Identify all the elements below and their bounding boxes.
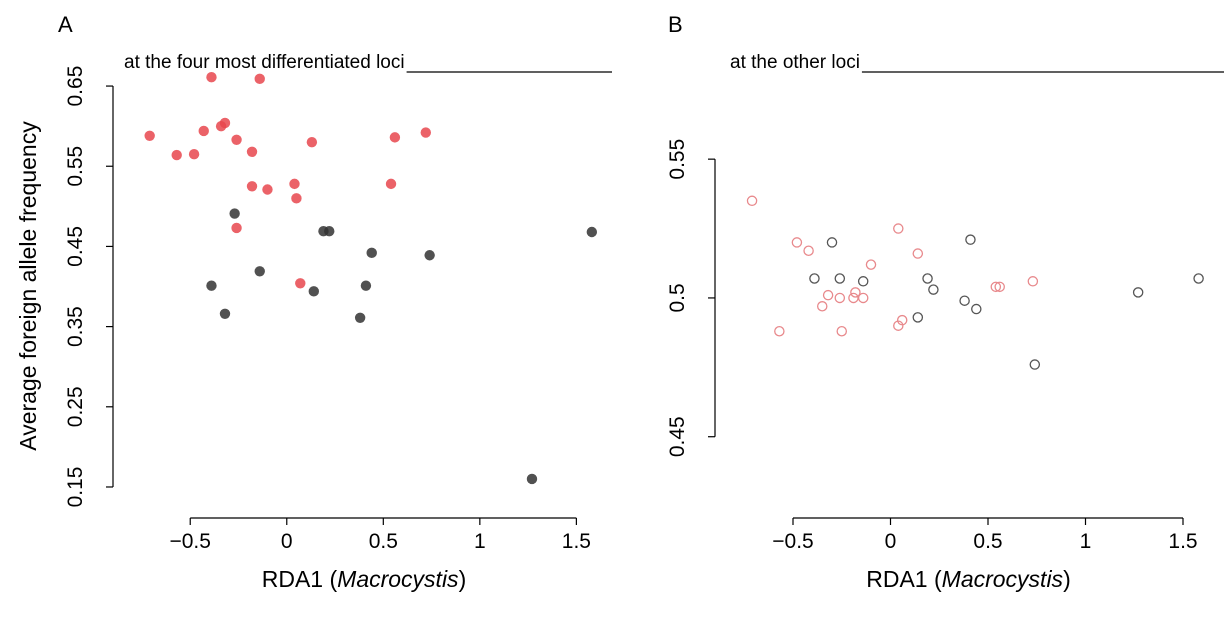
- panel-a-point: [385, 178, 397, 190]
- panel-b-point: [774, 325, 785, 337]
- panel-a-y-tick-label: 0.55: [64, 146, 87, 187]
- panel-a-y-tick-label: 0.45: [64, 226, 87, 267]
- panel-b-point: [817, 301, 828, 312]
- panel-a-x-axis-title-text: RDA1 (: [262, 566, 338, 592]
- panel-a-point: [295, 278, 306, 289]
- panel-a-point: [254, 266, 265, 277]
- panel-a-y-tick-label: 0.15: [64, 467, 87, 508]
- panel-a-y-tick-label: 0.65: [64, 66, 87, 107]
- panel-b-point: [746, 195, 758, 207]
- panel-b-x-tick-label: 0.5: [973, 530, 1002, 553]
- panel-a-point: [206, 72, 217, 83]
- panel-b-point: [834, 292, 846, 304]
- panel-a-point: [289, 178, 300, 190]
- panel-b-point: [912, 312, 924, 323]
- panel-b-point: [834, 273, 846, 284]
- panel-a-y-tick-label: 0.25: [64, 386, 87, 427]
- panel-b-point: [803, 245, 814, 257]
- panel-a-point: [206, 280, 217, 291]
- panel-a-point: [229, 208, 240, 219]
- panel-b-point: [850, 287, 861, 298]
- panel-a-point: [366, 247, 377, 259]
- panel-b-x-axis-title-genus: Macrocystis: [942, 566, 1064, 592]
- panel-b-point: [791, 237, 803, 248]
- panel-b-point: [896, 314, 908, 326]
- panel-b-point: [836, 325, 848, 337]
- panel-a-point: [324, 225, 335, 237]
- panel-b-point: [912, 248, 924, 259]
- panel-b-x-axis-title-text: RDA1 (: [866, 566, 942, 592]
- panel-a-x-tick-label: 1: [474, 530, 486, 553]
- panel-a-x-tick-label: 0: [281, 530, 293, 553]
- panel-a-x-axis-title-genus: Macrocystis: [337, 566, 459, 592]
- panel-b-point: [928, 284, 939, 295]
- panel-b-point: [848, 292, 859, 304]
- panel-a-point: [144, 130, 155, 141]
- panel-a-point: [198, 125, 209, 137]
- panel-a-x-tick-label: 0.5: [369, 530, 398, 553]
- panel-a-point: [420, 127, 431, 138]
- panel-a-point: [171, 149, 182, 161]
- panel-a-y-tick-label: 0.35: [64, 306, 87, 347]
- panel-b-x-tick-label: −0.5: [772, 530, 813, 553]
- panel-a-x-axis-title: RDA1 (Macrocystis): [262, 566, 466, 592]
- panel-b-x-axis-title: RDA1 (Macrocystis): [866, 566, 1070, 592]
- panel-a-point: [262, 184, 273, 195]
- panel-b-x-tick-label: 1: [1080, 530, 1092, 553]
- panel-a-x-tick-label: −0.5: [169, 530, 210, 553]
- panel-b-point: [922, 273, 933, 284]
- panel-b-x-axis-title-close: ): [1063, 566, 1071, 592]
- panel-a-letter: A: [58, 12, 73, 37]
- panel-a-point: [246, 146, 258, 158]
- panel-b-point: [822, 289, 834, 301]
- panel-a-point: [424, 250, 435, 261]
- panel-a-point: [586, 226, 598, 238]
- panel-b-point: [826, 237, 838, 248]
- panel-a-point: [360, 280, 372, 291]
- panel-b-title: at the other loci: [730, 52, 860, 73]
- panel-a-x-tick-label: 1.5: [562, 530, 591, 553]
- panel-a-x-axis-title-close: ): [459, 566, 467, 592]
- panel-b-point: [994, 281, 1005, 293]
- panel-a-point: [291, 193, 302, 204]
- panel-a-point: [389, 132, 401, 143]
- panel-b-y-tick-label: 0.45: [666, 416, 689, 457]
- panel-b-point: [1193, 273, 1204, 284]
- panel-b-point: [959, 295, 970, 306]
- panel-b-point: [965, 234, 976, 245]
- panel-b-point: [1027, 276, 1039, 287]
- panel-a-title: at the four most differentiated loci: [124, 52, 405, 73]
- panel-a-point: [308, 286, 319, 297]
- panel-b-point: [809, 273, 820, 284]
- panel-b-point: [857, 276, 869, 287]
- panel-a-point: [231, 222, 242, 234]
- panel-a-point: [219, 117, 231, 129]
- panel-b-point: [865, 259, 877, 270]
- panel-a-point: [254, 73, 265, 85]
- panel-b-point: [893, 223, 904, 234]
- panel-a-point: [526, 473, 538, 485]
- panel-b-point: [1029, 359, 1041, 370]
- panel-b-point: [971, 303, 982, 315]
- panel-a-point: [354, 312, 366, 323]
- panel-b-point: [1132, 287, 1144, 298]
- panel-a-point: [306, 136, 318, 148]
- panel-a-point: [188, 149, 200, 160]
- panel-a-point: [219, 308, 231, 319]
- panel-b-x-tick-label: 0: [885, 530, 897, 553]
- panel-b-x-tick-label: 1.5: [1168, 530, 1197, 553]
- panel-a-point: [231, 134, 242, 145]
- panel-b-y-tick-label: 0.5: [666, 283, 689, 312]
- panel-a-y-axis-title: Average foreign allele frequency: [15, 121, 41, 451]
- panel-b-letter: B: [668, 12, 683, 37]
- panel-a-point: [246, 181, 258, 192]
- panel-b-y-tick-label: 0.55: [666, 139, 689, 180]
- panel-b-point: [990, 281, 1002, 293]
- panel-b-point: [857, 292, 869, 304]
